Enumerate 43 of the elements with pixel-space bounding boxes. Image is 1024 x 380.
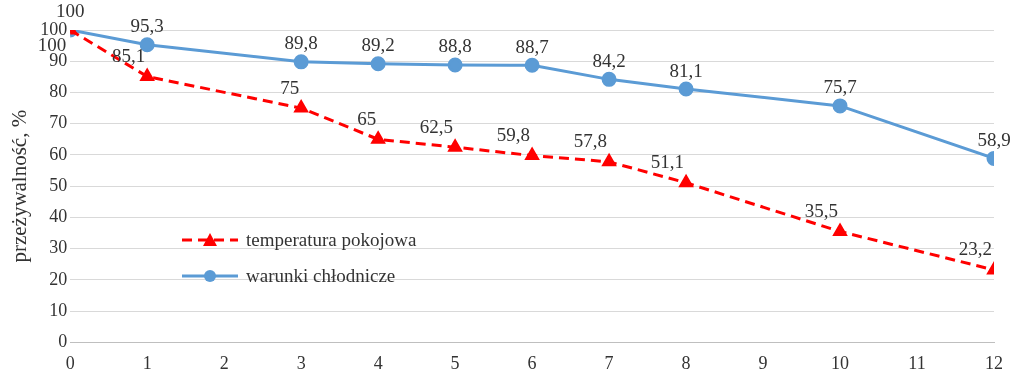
x-tick-label: 4	[373, 352, 383, 373]
data-label: 85,1	[111, 45, 146, 67]
y-tick-label: 50	[49, 174, 68, 195]
y-tick-label: 70	[49, 112, 68, 133]
legend-label: temperatura pokojowa	[246, 228, 417, 252]
x-tick-label: 9	[758, 352, 768, 373]
x-tick-label: 6	[527, 352, 537, 373]
data-label: 58,9	[977, 128, 1011, 150]
data-label: 81,1	[669, 59, 703, 81]
x-tick-label: 3	[296, 352, 306, 373]
data-label: 62,5	[419, 115, 454, 137]
data-label: 75,7	[823, 76, 857, 98]
data-label: 51,1	[650, 151, 685, 173]
y-tick-label: 80	[49, 81, 68, 102]
y-tick-label: 100	[40, 18, 68, 39]
x-tick-label: 5	[450, 352, 460, 373]
x-tick-label: 7	[604, 352, 614, 373]
data-label: 23,2	[958, 238, 992, 260]
data-label: 89,2	[361, 34, 395, 56]
x-tick-label: 12	[985, 352, 1003, 373]
x-tick-label: 10	[831, 352, 850, 373]
data-label: 75	[280, 76, 300, 98]
data-label: 59,8	[496, 124, 531, 146]
data-label: 88,7	[515, 35, 549, 57]
x-tick-label: 11	[908, 352, 926, 373]
data-label: 89,8	[284, 32, 318, 54]
data-label: 95,3	[130, 15, 164, 37]
y-axis-title: przeżywalność, %	[7, 109, 32, 263]
y-tick-label: 0	[58, 331, 68, 352]
legend-label: warunki chłodnicze	[246, 264, 396, 288]
data-label: 35,5	[804, 199, 839, 221]
y-tick-label: 10	[49, 299, 68, 320]
x-tick-label: 1	[142, 352, 152, 373]
data-label: 65	[357, 107, 377, 129]
y-tick-label: 20	[49, 268, 68, 289]
y-tick-label: 40	[49, 206, 68, 227]
data-label: 57,8	[573, 130, 608, 152]
data-label: 88,8	[438, 35, 472, 57]
x-tick-label: 8	[681, 352, 691, 373]
x-tick-label: 2	[219, 352, 229, 373]
y-tick-label: 60	[49, 143, 68, 164]
data-label: 84,2	[592, 49, 626, 71]
y-tick-label: 30	[49, 237, 68, 258]
